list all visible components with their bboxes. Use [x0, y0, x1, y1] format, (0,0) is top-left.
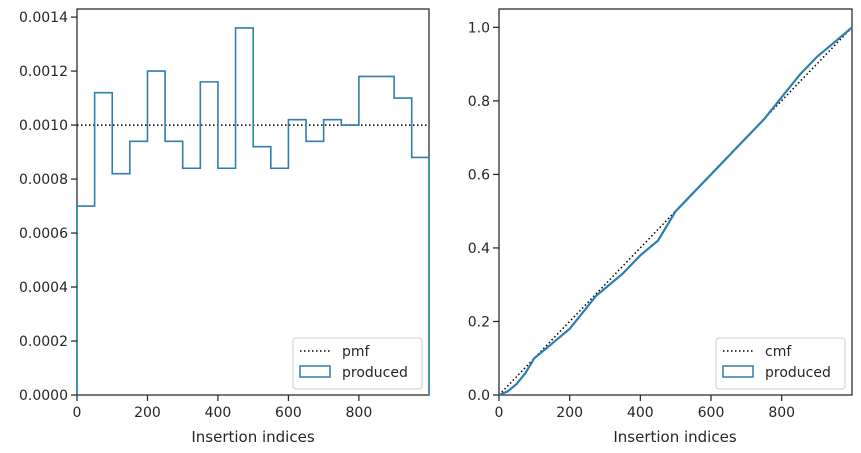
produced-histogram-step	[76, 27, 430, 395]
y-tick-label: 0.2	[468, 314, 490, 330]
y-tick-label: 1.0	[468, 20, 490, 36]
cmf-line-panel: 0 200 400 600 800 0.0 0.2 0.4 0.6 0.8 1.0 Insertio…	[468, 8, 853, 446]
y-tick-label: 0.0002	[19, 334, 68, 350]
x-tick-label: 0	[495, 405, 504, 421]
x-tick-label: 800	[768, 405, 795, 421]
x-tick-label: 200	[556, 405, 583, 421]
x-tick-label: 400	[627, 405, 654, 421]
y-tick-label: 0.0010	[19, 118, 68, 134]
x-axis-label: Insertion indices	[191, 428, 314, 446]
legend-produced-swatch	[299, 365, 331, 378]
legend-cmf-label: cmf	[765, 344, 792, 360]
pmf-histogram-panel: 0 200 400 600 800 0.0000 0.0002 0.0004 0.0006 0.0…	[19, 8, 430, 446]
legend: cmf produced	[715, 337, 846, 390]
plot-area-frame	[498, 8, 853, 396]
y-tick-label: 0.0012	[19, 64, 68, 80]
y-tick-label: 0.0000	[19, 388, 68, 404]
y-tick-label: 0.8	[468, 94, 490, 110]
legend-produced-swatch	[722, 365, 754, 378]
histogram-marks	[76, 27, 430, 395]
x-tick-label: 400	[205, 405, 232, 421]
legend: pmf produced	[292, 337, 423, 390]
cumulative-marks	[498, 26, 853, 397]
axis-ticks: 0 200 400 600 800 0.0000 0.0002 0.0004 0.0006 0.0…	[19, 10, 372, 421]
y-tick-label: 0.0	[468, 388, 490, 404]
y-tick-label: 0.0014	[19, 10, 68, 26]
produced-series-line	[498, 26, 853, 397]
y-tick-label: 0.0004	[19, 280, 68, 296]
x-tick-label: 200	[134, 405, 161, 421]
x-axis-label: Insertion indices	[613, 428, 736, 446]
y-tick-label: 0.4	[468, 241, 490, 257]
y-tick-label: 0.6	[468, 167, 490, 183]
cmf-series-line	[498, 26, 853, 396]
x-tick-label: 0	[73, 405, 82, 421]
x-tick-label: 600	[698, 405, 725, 421]
legend-produced-label: produced	[765, 365, 831, 381]
y-tick-label: 0.0006	[19, 226, 68, 242]
legend-pmf-label: pmf	[342, 344, 371, 360]
y-tick-label: 0.0008	[19, 172, 68, 188]
axis-ticks: 0 200 400 600 800 0.0 0.2 0.4 0.6 0.8 1.0	[468, 20, 795, 421]
legend-produced-label: produced	[342, 365, 408, 381]
x-tick-label: 600	[275, 405, 302, 421]
x-tick-label: 800	[346, 405, 373, 421]
